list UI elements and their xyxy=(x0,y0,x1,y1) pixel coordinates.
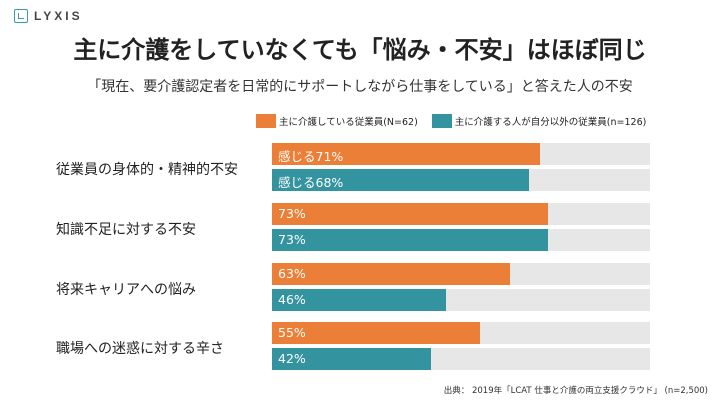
bar-series-1: 63% xyxy=(272,263,511,285)
bar-track: 感じる68% xyxy=(272,169,650,191)
bar-value-label: 73% xyxy=(278,206,306,221)
source-note: 出典： 2019年「LCAT 仕事と介護の両立支援クラウド」 (n=2,500) xyxy=(443,386,708,396)
bar-series-1: 感じる71% xyxy=(272,143,541,165)
brand-logo: LYXIS xyxy=(14,9,83,23)
legend-item-series-1: 主に介護している従業員(N=62) xyxy=(256,114,418,128)
bar-series-2: 46% xyxy=(272,289,446,311)
legend-swatch-series-1 xyxy=(256,114,276,128)
bar-value-label: 73% xyxy=(278,232,306,247)
logo-text: LYXIS xyxy=(34,9,83,23)
legend-swatch-series-2 xyxy=(431,114,452,128)
bar-series-2: 感じる68% xyxy=(272,169,530,191)
bar-track: 73% xyxy=(272,203,650,225)
page-title: 主に介護をしていなくても「悩み・不安」はほぼ同じ xyxy=(73,36,647,64)
bar-track: 63% xyxy=(272,263,650,285)
bar-track: 感じる71% xyxy=(272,143,650,165)
bar-track: 55% xyxy=(272,322,650,344)
legend-item-series-2: 主に介護する人が自分以外の従業員(n=126) xyxy=(431,114,647,128)
category-label: 将来キャリアへの悩み xyxy=(56,282,196,298)
bar-track: 46% xyxy=(272,289,650,311)
bar-value-label: 感じる71% xyxy=(278,149,344,164)
legend-label-series-2: 主に介護する人が自分以外の従業員(n=126) xyxy=(454,117,647,128)
bar-series-2: 73% xyxy=(272,229,548,251)
category-label: 職場への迷惑に対する辛さ xyxy=(56,341,224,357)
chart-legend: 主に介護している従業員(N=62) 主に介護する人が自分以外の従業員(n=126… xyxy=(256,114,660,128)
bar-track: 42% xyxy=(272,348,650,370)
bar-value-label: 46% xyxy=(278,292,306,307)
bar-value-label: 感じる68% xyxy=(278,175,344,190)
bar-series-1: 55% xyxy=(272,322,480,344)
category-label: 知識不足に対する不安 xyxy=(56,222,196,238)
bar-track: 73% xyxy=(272,229,650,251)
bar-value-label: 42% xyxy=(278,351,306,366)
logo-icon xyxy=(14,9,28,23)
bar-value-label: 55% xyxy=(278,325,306,340)
bar-value-label: 63% xyxy=(278,266,306,281)
page-subtitle: 「現在、要介護認定者を日常的にサポートしながら仕事をしている」と答えた人の不安 xyxy=(87,79,633,95)
bar-series-2: 42% xyxy=(272,348,431,370)
category-label: 従業員の身体的・精神的不安 xyxy=(56,162,238,178)
bar-series-1: 73% xyxy=(272,203,548,225)
legend-label-series-1: 主に介護している従業員(N=62) xyxy=(279,117,418,128)
